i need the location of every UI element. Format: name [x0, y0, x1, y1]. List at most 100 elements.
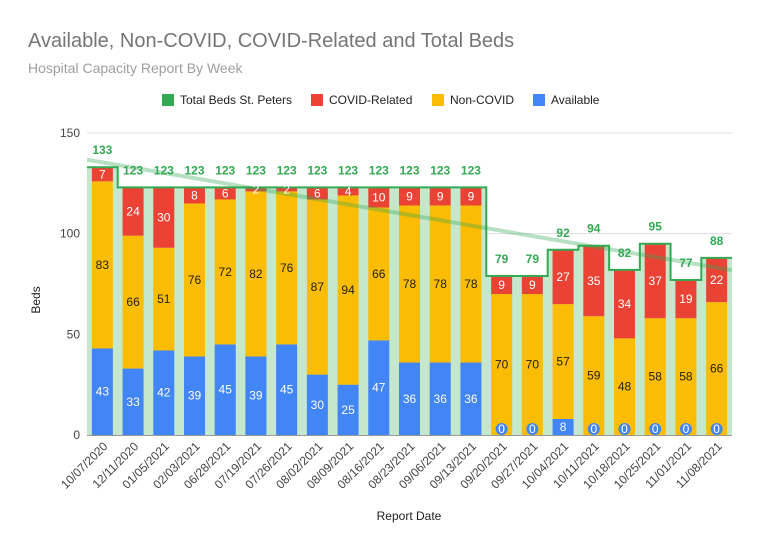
bar-non-covid: [614, 338, 635, 435]
data-label: 25: [341, 403, 355, 417]
bar-non-covid: [245, 191, 267, 357]
bar-non-covid: [491, 294, 513, 435]
bar-available: [91, 348, 113, 435]
total-label: 123: [307, 163, 327, 177]
chart-subtitle: Hospital Capacity Report By Week: [28, 60, 243, 76]
data-label: 83: [96, 258, 110, 272]
bar-covid-related: [552, 249, 574, 305]
data-label: 0: [498, 422, 505, 436]
data-label: 70: [526, 358, 540, 372]
bar-covid-related: [214, 187, 236, 200]
total-label: 123: [461, 163, 481, 177]
data-label: 2: [283, 182, 290, 196]
legend-swatch: [311, 94, 323, 106]
x-axis-title: Report Date: [377, 509, 442, 523]
data-label: 0: [529, 422, 536, 436]
data-label: 0: [713, 422, 720, 436]
bar-covid-related: [91, 167, 113, 182]
bar-non-covid: [706, 302, 728, 435]
data-label: 76: [188, 273, 202, 287]
data-label: 10: [372, 190, 386, 204]
total-label: 95: [649, 220, 663, 234]
y-tick-label: 150: [60, 126, 80, 140]
data-label: 70: [495, 358, 509, 372]
bar-covid-related: [306, 187, 328, 200]
bar-non-covid: [399, 205, 420, 363]
data-label: 7: [99, 167, 106, 181]
bar-available: [552, 418, 574, 435]
bar-non-covid: [214, 199, 236, 345]
bar-non-covid: [521, 294, 543, 435]
bar-available: [245, 356, 267, 435]
data-label: 39: [188, 389, 202, 403]
bar-covid-related: [153, 187, 175, 248]
data-label: 94: [341, 283, 355, 297]
total-label: 82: [618, 246, 632, 260]
zero-label-badge: [649, 423, 662, 435]
bars: [91, 167, 728, 435]
bar-available: [153, 350, 175, 435]
data-label: 48: [618, 380, 632, 394]
bar-non-covid: [184, 203, 205, 357]
data-label: 4: [345, 184, 352, 198]
data-label: 9: [406, 189, 413, 203]
zero-label-badge: [495, 423, 508, 435]
data-label: 8: [560, 420, 567, 434]
data-label: 82: [249, 267, 263, 281]
data-label: 59: [587, 369, 601, 383]
bar-covid-related: [460, 187, 482, 206]
data-label: 36: [464, 392, 478, 406]
bar-non-covid: [153, 247, 175, 351]
bar-non-covid: [276, 191, 298, 345]
bar-covid-related: [399, 187, 420, 206]
bar-covid-related: [644, 243, 666, 319]
data-label: 87: [311, 280, 325, 294]
total-label: 123: [184, 163, 204, 177]
bar-available: [429, 362, 451, 435]
data-label: 30: [311, 398, 325, 412]
data-label: 42: [157, 386, 171, 400]
legend-label: COVID-Related: [329, 93, 412, 107]
bar-covid-related: [614, 269, 635, 339]
bar-non-covid: [644, 318, 666, 435]
data-label: 58: [649, 370, 663, 384]
total-label: 133: [92, 143, 112, 157]
data-label: 9: [468, 189, 475, 203]
data-label: 66: [372, 267, 386, 281]
total-label: 79: [526, 252, 540, 266]
data-label: 2: [253, 182, 260, 196]
total-label: 123: [338, 163, 358, 177]
data-label: 24: [126, 205, 140, 219]
total-label: 123: [154, 163, 174, 177]
bar-available: [184, 356, 205, 435]
legend-label: Available: [551, 93, 600, 107]
data-label: 57: [556, 355, 570, 369]
data-label: 37: [649, 274, 663, 288]
bar-covid-related: [583, 245, 605, 317]
bar-available: [337, 384, 359, 435]
bar-covid-related: [706, 257, 728, 303]
bar-non-covid: [429, 205, 451, 363]
data-label: 45: [280, 383, 294, 397]
bar-covid-related: [122, 187, 144, 236]
chart-title: Available, Non-COVID, COVID-Related and …: [28, 30, 515, 52]
data-label: 9: [437, 189, 444, 203]
data-label: 8: [191, 188, 198, 202]
data-label: 45: [219, 383, 233, 397]
data-label: 72: [219, 265, 233, 279]
legend: Total Beds St. Peters COVID-Related Non-CO…: [162, 93, 600, 107]
data-label: 0: [621, 422, 628, 436]
bar-available: [214, 344, 236, 435]
zero-label-badge: [587, 423, 600, 435]
data-label: 43: [96, 385, 110, 399]
bar-covid-related: [429, 187, 451, 206]
data-label: 19: [679, 292, 693, 306]
data-label: 78: [434, 277, 448, 291]
bar-available: [399, 362, 420, 435]
bar-available: [306, 374, 328, 435]
bar-covid-related: [368, 187, 390, 208]
total-label: 123: [277, 163, 297, 177]
total-label: 123: [123, 163, 143, 177]
total-label: 123: [430, 163, 450, 177]
